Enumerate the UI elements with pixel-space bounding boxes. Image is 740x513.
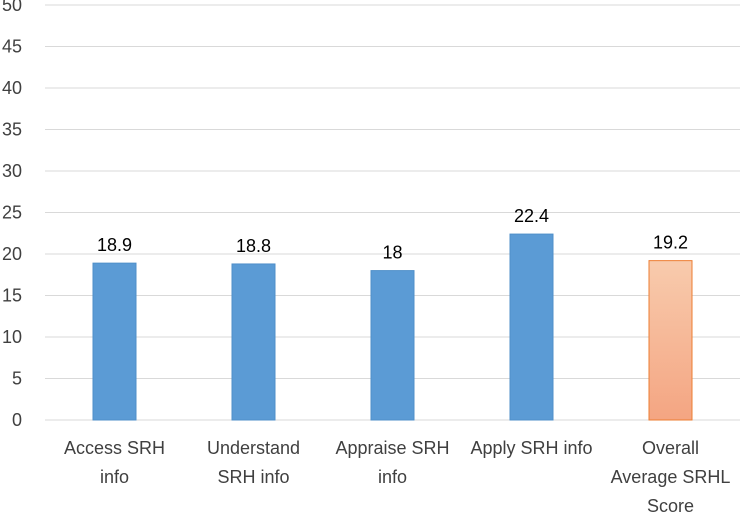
x-tick-label: Appraise SRH info [335, 438, 449, 487]
y-tick-label: 45 [2, 37, 22, 57]
y-tick-label: 20 [2, 244, 22, 264]
y-tick-label: 40 [2, 78, 22, 98]
value-label: 19.2 [653, 233, 688, 253]
x-tick-label: Understand SRH info [207, 438, 300, 487]
y-tick-label: 0 [12, 410, 22, 430]
x-tick-label: Apply SRH info [470, 438, 592, 458]
y-tick-label: 25 [2, 203, 22, 223]
y-tick-label: 10 [2, 327, 22, 347]
y-tick-label: 35 [2, 120, 22, 140]
value-label: 22.4 [514, 206, 549, 226]
y-tick-label: 30 [2, 161, 22, 181]
x-tick-label: Access SRH info [64, 438, 165, 487]
bar [370, 270, 415, 421]
bar [92, 262, 137, 421]
x-tick-label: Overall Average SRHL Score [611, 438, 731, 513]
y-tick-label: 5 [12, 369, 22, 389]
bar [231, 263, 276, 421]
value-label: 18.8 [236, 236, 271, 256]
y-tick-label: 15 [2, 286, 22, 306]
value-label: 18.9 [97, 235, 132, 255]
bar [509, 233, 554, 421]
bar [648, 260, 693, 421]
value-label: 18 [382, 243, 402, 263]
y-tick-label: 50 [2, 0, 22, 15]
